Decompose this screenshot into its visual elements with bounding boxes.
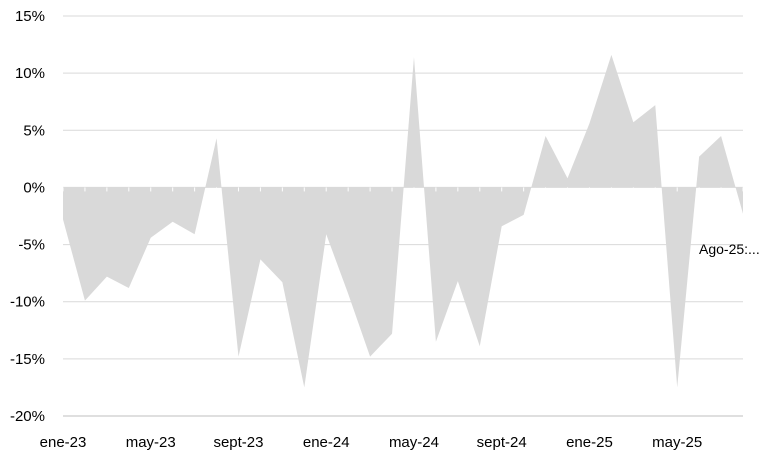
annotations: Ago-25:... <box>699 241 760 257</box>
y-tick-label: -10% <box>10 294 45 311</box>
x-tick-label: ene-23 <box>40 434 87 451</box>
y-tick-label: 10% <box>15 65 45 82</box>
plot-area <box>62 54 744 388</box>
x-tick-label: may-25 <box>652 434 702 451</box>
y-tick-label: 15% <box>15 8 45 25</box>
x-tick-label: ene-25 <box>566 434 613 451</box>
x-tick-label: may-23 <box>126 434 176 451</box>
y-tick-label: -15% <box>10 351 45 368</box>
x-tick-label: may-24 <box>389 434 439 451</box>
y-tick-label: -20% <box>10 408 45 425</box>
y-tick-label: 0% <box>23 179 45 196</box>
x-tick-label: ene-24 <box>303 434 350 451</box>
x-tick-label: sept-23 <box>213 434 263 451</box>
data-label-annotation: Ago-25:... <box>699 241 760 257</box>
area-series <box>63 54 743 388</box>
y-tick-label: -5% <box>18 237 45 254</box>
x-tick-label: sept-24 <box>477 434 527 451</box>
y-tick-label: 5% <box>23 122 45 139</box>
x-axis-tick-labels: ene-23 may-23 sept-23 ene-24 may-24 sept-24 en… <box>40 434 703 451</box>
y-axis-tick-labels: 15% 10% 5% 0% -5% -10% -15% -20% <box>10 8 45 425</box>
